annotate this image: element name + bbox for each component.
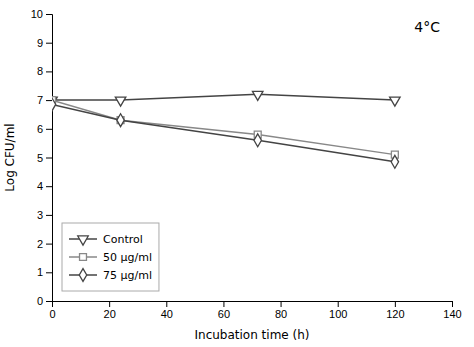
x-axis-line: [53, 302, 453, 308]
y-tick-mark: [46, 215, 52, 216]
marks: [52, 91, 400, 168]
x-axis-title: Incubation time (h): [194, 328, 309, 342]
y-tick-label: 0: [37, 295, 43, 307]
point: [52, 98, 56, 111]
plot: 0 20 40 60 80 100 120 140 0 1 2 3 4 5 6 7 8 9 10 Incubation…: [3, 8, 462, 342]
y-tick-label: 6: [37, 123, 43, 135]
point: [117, 114, 124, 127]
x-tick-label: 120: [386, 308, 404, 320]
y-tick: 6: [37, 123, 52, 135]
legend-label: Control: [103, 233, 143, 246]
point: [115, 97, 126, 106]
y-tick-mark: [46, 272, 52, 273]
x-tick-label: 80: [275, 308, 287, 320]
legend-label: 75 μg/ml: [103, 269, 152, 282]
legend-item: 75 μg/ml: [69, 269, 152, 282]
point: [254, 134, 261, 147]
series: [52, 98, 399, 168]
y-tick: 9: [37, 37, 52, 49]
y-tick: 0: [37, 295, 52, 307]
y-tick-mark: [46, 244, 52, 245]
y-tick-mark: [46, 158, 52, 159]
x-tick-label: 40: [161, 308, 173, 320]
legend-marker: [79, 269, 86, 282]
x-tick-mark: [395, 301, 396, 307]
point: [391, 155, 398, 168]
y-tick: 4: [37, 180, 52, 192]
y-tick-label: 4: [37, 180, 43, 192]
chart: 0 20 40 60 80 100 120 140 0 1 2 3 4 5 6 7 8 9 10 Incubation…: [0, 0, 474, 347]
y-tick-mark: [46, 43, 52, 44]
y-tick-label: 1: [37, 266, 43, 278]
y-tick-label: 7: [37, 94, 43, 106]
y-tick-label: 9: [37, 37, 43, 49]
x-tick: 60: [218, 301, 230, 320]
x-tick-mark: [452, 301, 453, 307]
y-tick: 8: [37, 65, 52, 77]
x-tick-label: 100: [329, 308, 347, 320]
y-tick: 7: [37, 94, 52, 106]
y-tick-label: 10: [31, 8, 43, 20]
x-tick: 80: [275, 301, 287, 320]
y-tick-label: 8: [37, 65, 43, 77]
y-tick: 10: [31, 8, 52, 20]
x-tick-label: 20: [104, 308, 116, 320]
legend-marker: [80, 254, 87, 261]
y-tick-mark: [46, 71, 52, 72]
series: [52, 91, 400, 106]
y-tick: 2: [37, 238, 52, 250]
legend-marker: [78, 236, 89, 245]
x-tick: 40: [161, 301, 173, 320]
y-tick-label: 5: [37, 152, 43, 164]
y-tick: 1: [37, 266, 52, 278]
y-tick-mark: [46, 14, 52, 15]
legend: Control 50 μg/ml 75 μg/ml: [62, 223, 159, 291]
line: [52, 94, 395, 100]
line: [52, 100, 395, 155]
x-tick-label: 140: [443, 308, 461, 320]
x-axis: 0 20 40 60 80 100 120 140: [49, 301, 461, 320]
y-tick-mark: [46, 186, 52, 187]
legend-box: [62, 223, 159, 291]
legend-item: 50 μg/ml: [69, 251, 152, 264]
series: [52, 97, 398, 158]
y-tick-mark: [46, 301, 52, 302]
y-axis-title: Log CFU/ml: [3, 123, 17, 191]
y-tick: 3: [37, 209, 52, 221]
x-tick-mark: [338, 301, 339, 307]
y-axis: 0 1 2 3 4 5 6 7 8 9 10: [31, 8, 53, 307]
x-tick: 0: [49, 301, 55, 320]
x-tick-label: 0: [49, 308, 55, 320]
point: [252, 91, 263, 100]
x-tick: 120: [386, 301, 404, 320]
y-tick-label: 3: [37, 209, 43, 221]
x-tick-mark: [281, 301, 282, 307]
line: [52, 104, 395, 161]
x-tick-mark: [166, 301, 167, 307]
y-tick-label: 2: [37, 238, 43, 250]
y-axis-line: [46, 15, 53, 302]
x-tick: 140: [443, 301, 461, 320]
x-tick: 100: [329, 301, 347, 320]
y-tick: 5: [37, 152, 52, 164]
x-tick-mark: [223, 301, 224, 307]
x-tick: 20: [104, 301, 116, 320]
legend-item: Control: [69, 233, 143, 246]
y-tick-mark: [46, 129, 52, 130]
annotation: 4°C: [414, 19, 440, 35]
x-tick-mark: [109, 301, 110, 307]
legend-label: 50 μg/ml: [103, 251, 152, 264]
point: [390, 97, 401, 106]
x-tick-label: 60: [218, 308, 230, 320]
y-tick-mark: [46, 100, 52, 101]
